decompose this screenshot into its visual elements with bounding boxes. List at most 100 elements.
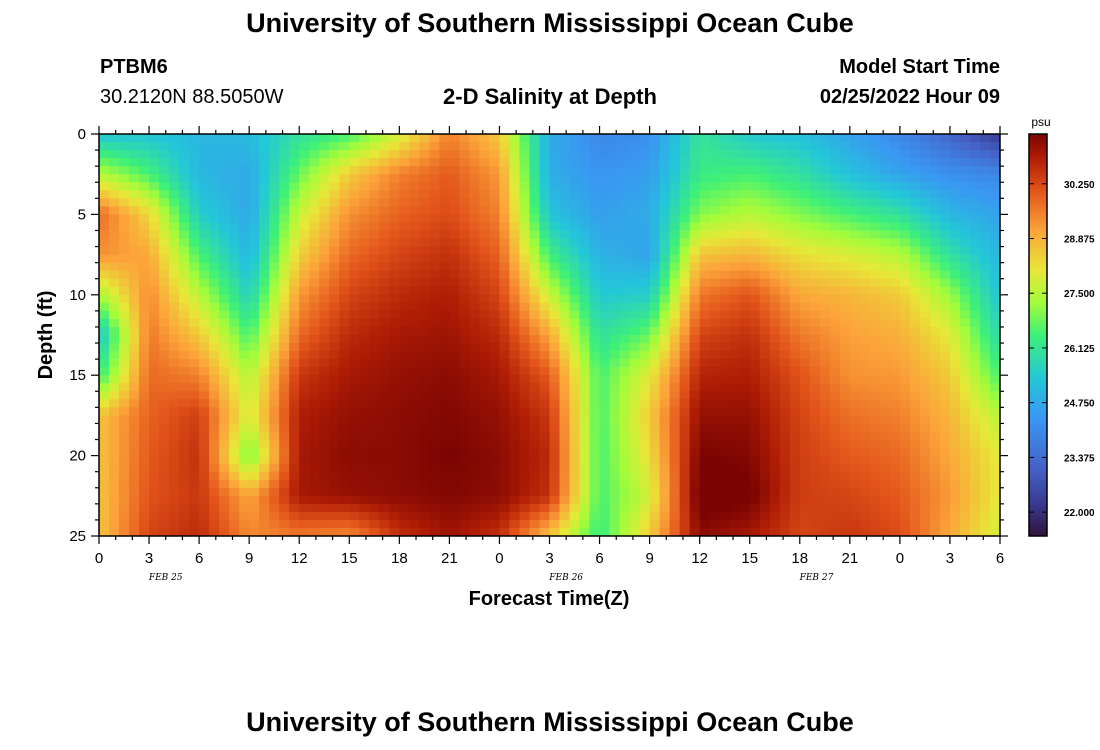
heatmap-cells: [99, 134, 1000, 536]
heatmap-cell: [839, 431, 851, 441]
heatmap-cell: [169, 302, 180, 312]
heatmap-cell: [609, 519, 621, 529]
heatmap-cell: [259, 142, 270, 151]
heatmap-cell: [269, 254, 280, 264]
heatmap-cell: [369, 198, 380, 207]
heatmap-cell: [339, 174, 350, 183]
heatmap-cell: [249, 230, 260, 240]
heatmap-cell: [489, 134, 501, 143]
heatmap-cell: [609, 487, 621, 497]
heatmap-cell: [379, 278, 390, 288]
heatmap-cell: [949, 134, 961, 143]
heatmap-cell: [439, 174, 450, 183]
heatmap-cell: [359, 471, 370, 481]
heatmap-cell: [389, 391, 400, 400]
heatmap-cell: [699, 503, 711, 513]
heatmap-cell: [649, 198, 661, 207]
heatmap-cell: [119, 503, 130, 513]
heatmap-cell: [239, 262, 250, 272]
heatmap-cell: [879, 222, 891, 232]
heatmap-cell: [449, 150, 460, 159]
heatmap-cell: [509, 222, 521, 232]
heatmap-cell: [619, 359, 631, 368]
heatmap-cell: [549, 262, 561, 272]
heatmap-cell: [239, 399, 250, 408]
heatmap-cell: [649, 230, 661, 240]
heatmap-cell: [439, 359, 450, 368]
heatmap-cell: [949, 407, 961, 416]
heatmap-cell: [139, 423, 150, 433]
heatmap-cell: [829, 262, 841, 272]
heatmap-cell: [629, 262, 641, 272]
heatmap-cell: [739, 511, 751, 521]
heatmap-cell: [349, 150, 360, 159]
heatmap-cell: [199, 326, 210, 336]
heatmap-cell: [739, 310, 751, 320]
heatmap-cell: [829, 359, 841, 368]
heatmap-cell: [459, 367, 471, 376]
heatmap-cell: [949, 174, 961, 183]
heatmap-cell: [149, 431, 160, 441]
heatmap-cell: [879, 431, 891, 441]
heatmap-cell: [349, 222, 360, 232]
heatmap-cell: [479, 343, 491, 352]
heatmap-cell: [939, 407, 951, 416]
heatmap-cell: [799, 447, 811, 457]
heatmap-cell: [549, 286, 561, 296]
heatmap-cell: [109, 383, 120, 392]
heatmap-cell: [249, 367, 260, 376]
heatmap-cell: [279, 262, 290, 272]
heatmap-cell: [939, 278, 951, 288]
heatmap-cell: [289, 302, 300, 312]
heatmap-cell: [689, 238, 701, 248]
heatmap-cell: [509, 487, 521, 497]
heatmap-cell: [529, 318, 541, 328]
heatmap-cell: [899, 391, 911, 400]
heatmap-cell: [389, 503, 400, 513]
heatmap-cell: [519, 254, 531, 264]
heatmap-cell: [939, 310, 951, 320]
heatmap-cell: [359, 270, 370, 280]
heatmap-cell: [389, 182, 400, 191]
heatmap-cell: [929, 286, 941, 296]
heatmap-cell: [829, 423, 841, 433]
heatmap-cell: [119, 214, 130, 224]
heatmap-cell: [659, 359, 671, 368]
heatmap-cell: [679, 351, 691, 360]
heatmap-cell: [489, 222, 501, 232]
heatmap-cell: [919, 479, 931, 489]
heatmap-cell: [339, 270, 350, 280]
heatmap-cell: [399, 286, 410, 296]
heatmap-cell: [129, 166, 140, 175]
heatmap-cell: [119, 423, 130, 433]
heatmap-cell: [299, 214, 310, 224]
heatmap-cell: [429, 447, 440, 457]
heatmap-cell: [669, 150, 681, 159]
heatmap-cell: [379, 399, 390, 408]
heatmap-cell: [699, 238, 711, 248]
heatmap-cell: [589, 326, 601, 336]
heatmap-cell: [739, 238, 751, 248]
heatmap-cell: [629, 431, 641, 441]
heatmap-cell: [979, 351, 991, 360]
heatmap-cell: [759, 367, 771, 376]
heatmap-cell: [869, 351, 881, 360]
heatmap-cell: [649, 190, 661, 199]
heatmap-cell: [449, 302, 460, 312]
heatmap-cell: [879, 343, 891, 352]
heatmap-cell: [689, 359, 701, 368]
heatmap-cell: [559, 326, 571, 336]
heatmap-cell: [829, 495, 841, 505]
heatmap-cell: [179, 142, 190, 151]
heatmap-cell: [949, 326, 961, 336]
heatmap-cell: [629, 206, 641, 215]
heatmap-cell: [299, 302, 310, 312]
heatmap-cell: [579, 495, 591, 505]
heatmap-cell: [629, 351, 641, 360]
heatmap-cell: [729, 479, 741, 489]
heatmap-cell: [869, 383, 881, 392]
heatmap-cell: [529, 487, 541, 497]
heatmap-cell: [139, 302, 150, 312]
heatmap-cell: [229, 206, 240, 215]
heatmap-cell: [349, 375, 360, 384]
